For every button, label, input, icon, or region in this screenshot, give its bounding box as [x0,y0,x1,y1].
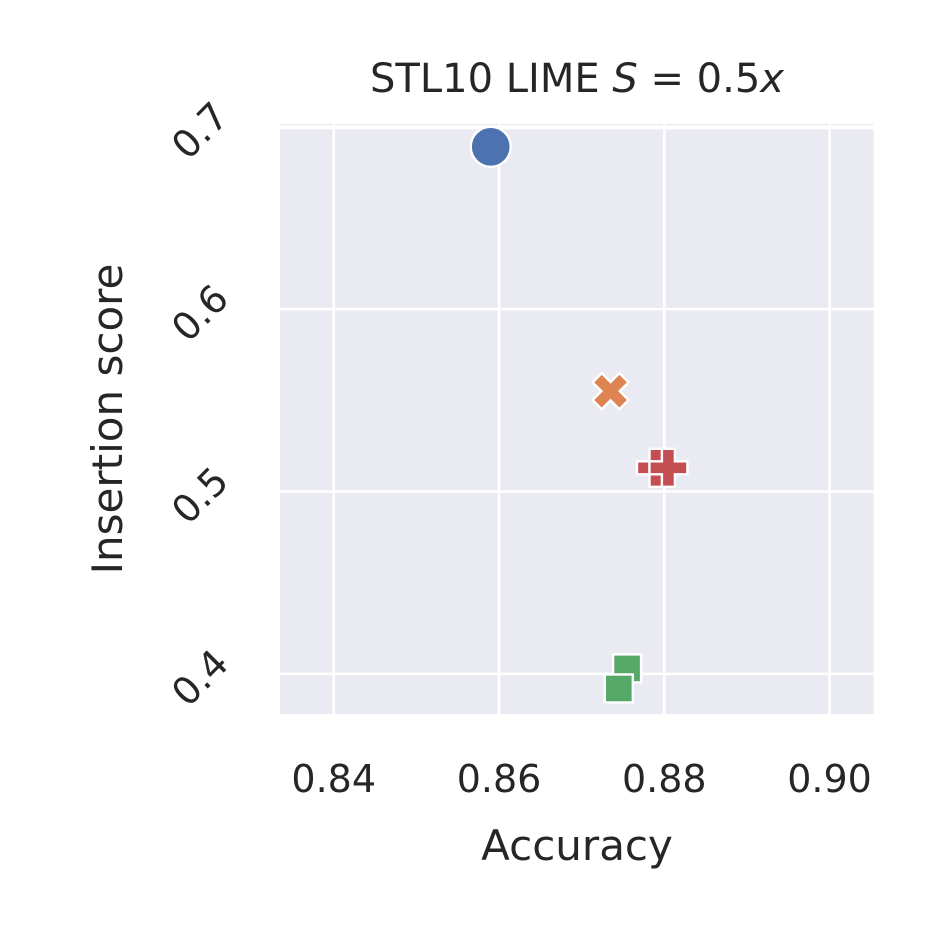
x-tick-labels: 0.84 0.86 0.88 0.90 [291,757,871,801]
y-tick-labels: 0.4 0.5 0.6 0.7 [163,94,237,715]
point-circle [469,125,512,168]
plot-area [280,124,875,714]
y-tick-label: 0.7 [163,94,237,168]
chart-title: STL10 LIME S = 0.5x [370,56,784,102]
y-tick-label: 0.5 [163,459,237,533]
x-tick-label: 0.86 [457,757,542,801]
x-tick-label: 0.90 [787,757,872,801]
y-axis-label: Insertion score [83,264,132,575]
y-tick-label: 0.6 [163,276,237,350]
grid [280,124,877,714]
y-tick-label: 0.4 [163,641,237,715]
point-x [590,371,631,411]
point-square [603,673,635,704]
x-axis-label: Accuracy [481,821,673,870]
data-points [469,125,689,704]
point-plus [648,447,689,488]
x-tick-label: 0.88 [622,757,707,801]
x-tick-label: 0.84 [291,757,376,801]
